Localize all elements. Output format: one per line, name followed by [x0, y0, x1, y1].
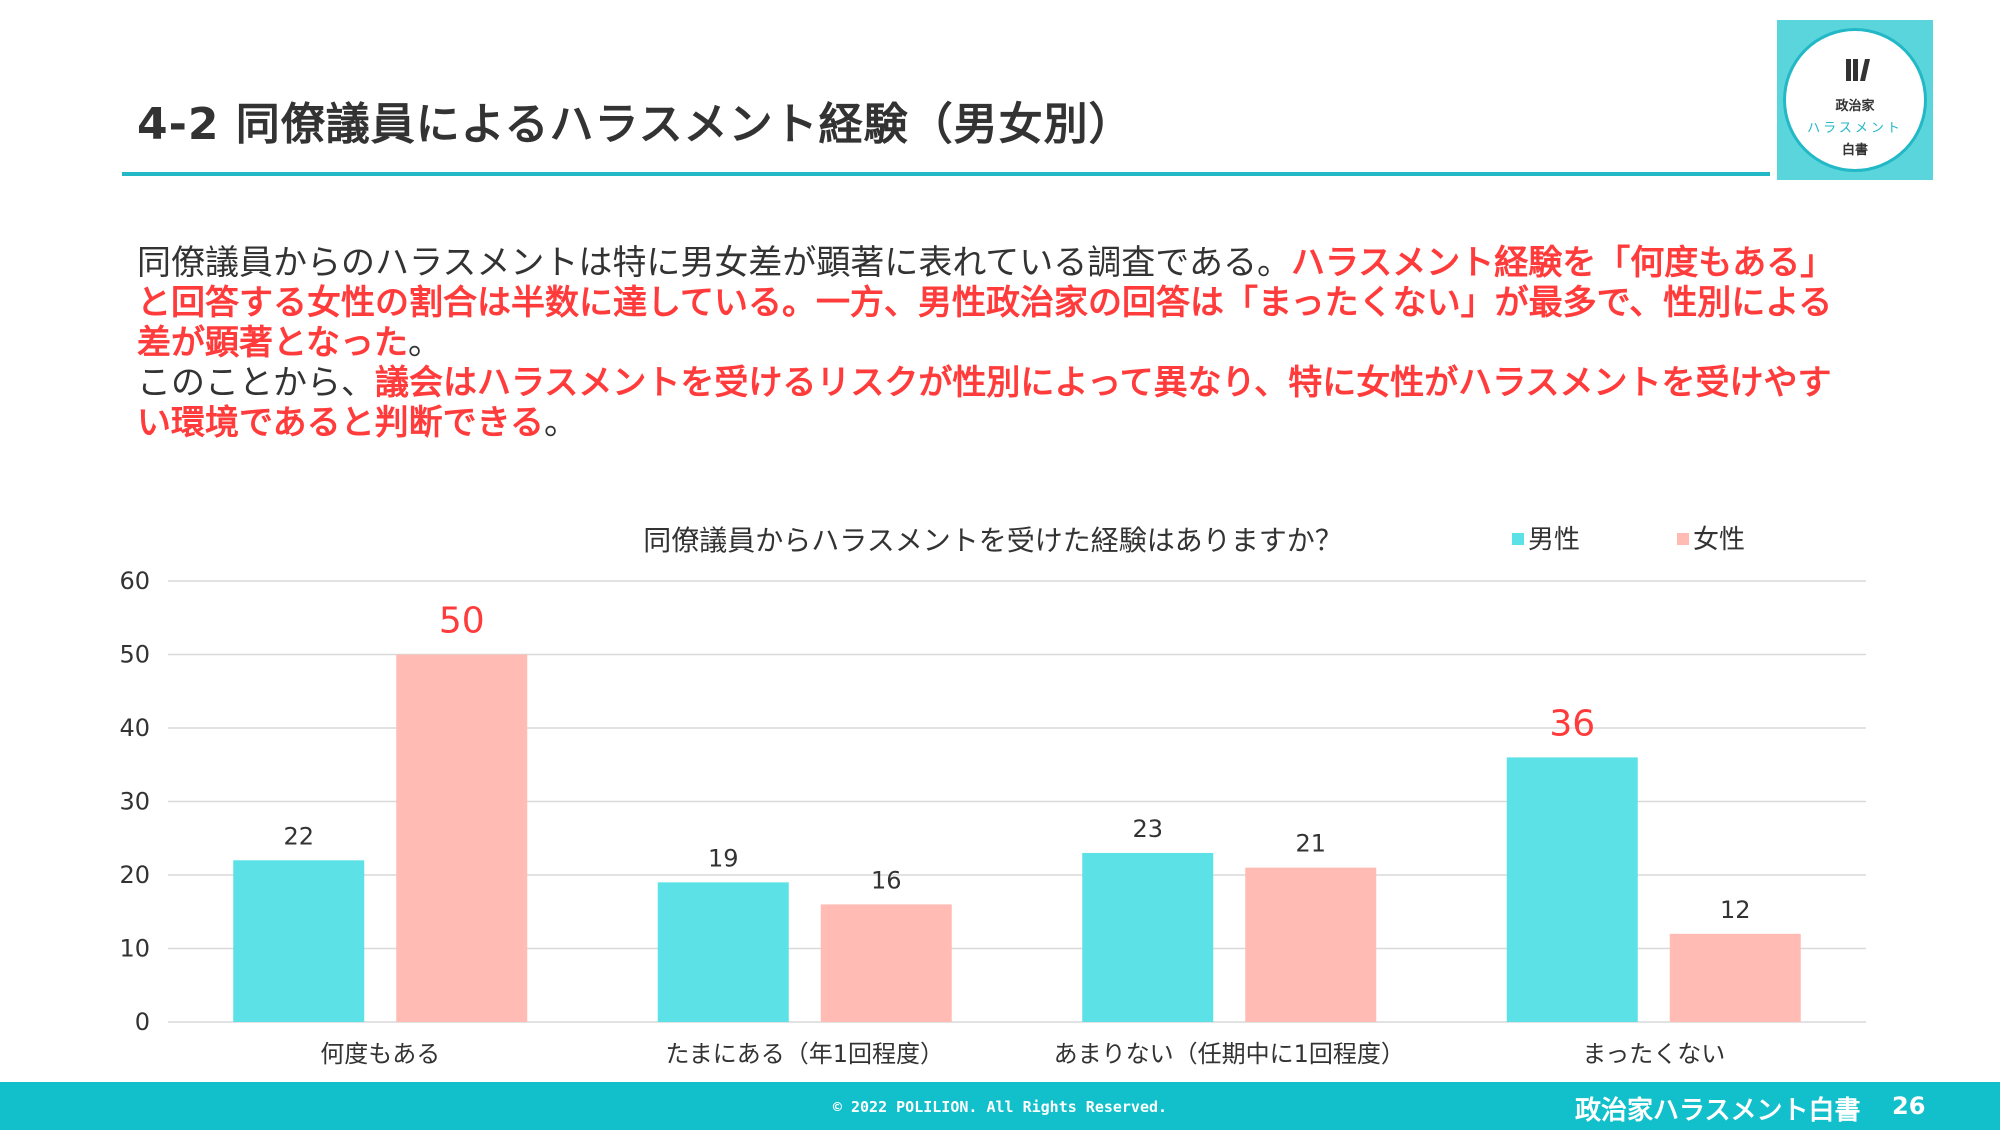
chart-svg: 0 10 20 30 40 50 60 同僚議員からハラスメントを受けた経験はありますか？ 男性… [119, 524, 1866, 1068]
page-number: 26 [1892, 1092, 1926, 1120]
footer: © 2022 POLILION. All Rights Reserved. 政治… [0, 1082, 2000, 1130]
books-icon [1846, 59, 1870, 81]
bar [233, 860, 365, 1022]
bar [657, 882, 789, 1022]
y-tick-label: 60 [119, 567, 150, 595]
bar [396, 654, 528, 1022]
summary-highlight: ハラスメント経験を「何度もある」と回答する女性の割合は半数に達している。一方、男… [137, 243, 1835, 363]
bar [1245, 867, 1377, 1022]
data-label: 21 [1295, 830, 1326, 858]
summary-paragraph-2: このことから、議会はハラスメントを受けるリスクが性別によって異なり、特に女性がハ… [137, 363, 1837, 443]
logo: 政治家 ハラスメント 白書 [1777, 20, 1933, 180]
logo-text-line3: 白書 [1841, 143, 1868, 158]
legend-label: 男性 [1528, 525, 1580, 555]
conclusion-highlight: 議会はハラスメントを受けるリスクが性別によって異なり、特に女性がハラスメントを受… [137, 363, 1832, 443]
x-tick-label: たまにある（年1回程度） [665, 1040, 944, 1068]
logo-badge: 政治家 ハラスメント 白書 [1783, 28, 1927, 172]
data-label: 22 [283, 822, 314, 850]
footer-publication-name: 政治家ハラスメント白書 [1575, 1096, 1861, 1126]
data-label: 23 [1132, 815, 1163, 843]
bar-chart: 0 10 20 30 40 50 60 同僚議員からハラスメントを受けた経験はありますか？ 男性… [0, 500, 2000, 1080]
y-tick-label: 20 [119, 861, 150, 889]
summary-end: 。 [407, 323, 442, 363]
x-tick-label: まったくない [1582, 1040, 1725, 1068]
data-label: 36 [1549, 703, 1595, 744]
summary-text: 同僚議員からのハラスメントは特に男女差が顕著に表れている調査である。ハラスメント… [137, 243, 1837, 443]
x-tick-label: あまりない（任期中に1回程度） [1054, 1040, 1405, 1068]
chart-title: 同僚議員からハラスメントを受けた経験はありますか？ [643, 524, 1342, 557]
data-label: 16 [871, 866, 902, 894]
page-title: 4-2 同僚議員によるハラスメント経験（男女別） [137, 99, 1134, 150]
y-tick-label: 30 [119, 788, 150, 816]
x-tick-label: 何度もある [320, 1040, 440, 1068]
y-tick-label: 0 [135, 1008, 150, 1036]
logo-text-line2: ハラスメント [1807, 121, 1903, 136]
conclusion-plain: このことから、 [137, 363, 375, 403]
summary-paragraph-1: 同僚議員からのハラスメントは特に男女差が顕著に表れている調査である。ハラスメント… [137, 243, 1837, 363]
bar [1082, 852, 1214, 1022]
legend-swatch [1512, 533, 1524, 545]
legend-swatch [1677, 533, 1689, 545]
bar [1506, 757, 1638, 1022]
data-label: 19 [708, 844, 739, 872]
summary-plain: 同僚議員からのハラスメントは特に男女差が顕著に表れている調査である。 [137, 243, 1291, 283]
bar [820, 904, 952, 1022]
y-tick-label: 50 [119, 641, 150, 669]
title-divider [122, 172, 1770, 176]
conclusion-end: 。 [543, 403, 578, 443]
data-label: 12 [1720, 896, 1751, 924]
data-label: 50 [439, 601, 485, 642]
logo-text-line1: 政治家 [1835, 99, 1875, 114]
y-tick-label: 40 [119, 714, 150, 742]
legend-label: 女性 [1693, 525, 1745, 555]
bar [1669, 933, 1801, 1022]
copyright-text: © 2022 POLILION. All Rights Reserved. [832, 1098, 1168, 1116]
y-tick-label: 10 [119, 935, 150, 963]
